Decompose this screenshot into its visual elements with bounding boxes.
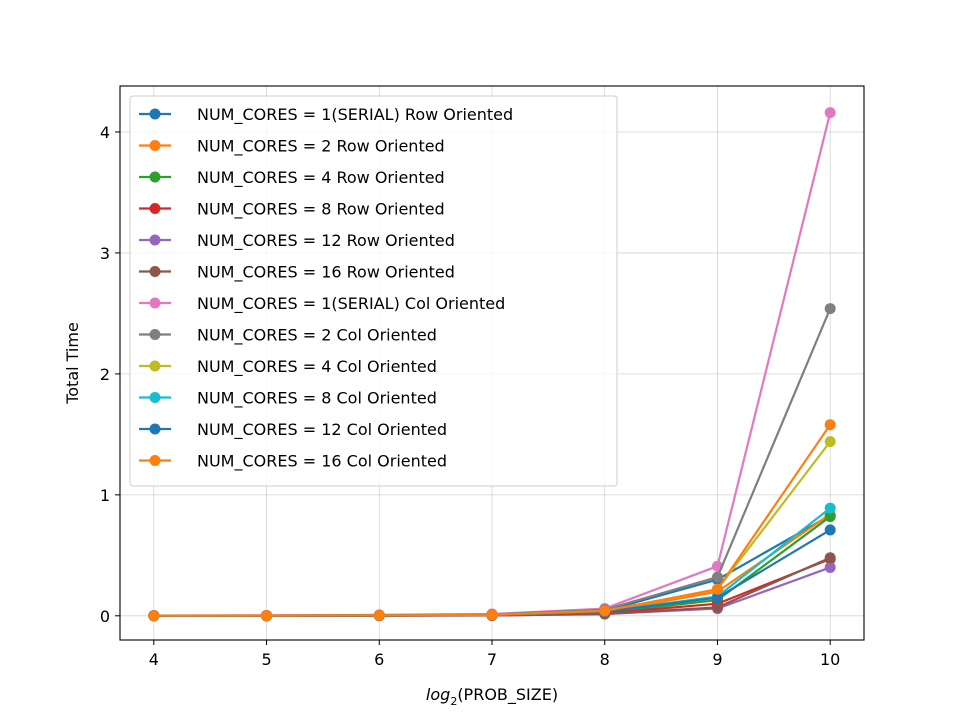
data-point [711,583,723,595]
data-point [711,571,723,583]
legend-marker [149,108,161,120]
data-point [711,592,723,604]
legend-label: NUM_CORES = 2 Row Oriented [197,137,445,157]
legend-marker [149,329,161,340]
x-tick-label: 5 [261,650,271,669]
data-point [824,303,836,315]
data-point [373,609,385,621]
legend-label: NUM_CORES = 8 Row Oriented [197,200,445,220]
y-axis-title: Total Time [63,322,82,405]
legend-item: NUM_CORES = 1(SERIAL) Col Oriented [139,294,505,314]
legend-item: NUM_CORES = 1(SERIAL) Row Oriented [139,105,513,125]
data-point [824,511,836,523]
legend-label: NUM_CORES = 1(SERIAL) Col Oriented [197,294,505,314]
legend-label: NUM_CORES = 16 Row Oriented [197,263,455,283]
legend-item: NUM_CORES = 16 Row Oriented [139,263,455,283]
legend-item: NUM_CORES = 8 Col Oriented [139,389,437,409]
x-tick-label: 4 [149,650,159,669]
legend-item: NUM_CORES = 12 Row Oriented [139,231,455,251]
x-tick-label: 8 [600,650,610,669]
y-tick-label: 3 [100,244,110,263]
y-tick-label: 0 [100,607,110,626]
legend-item: NUM_CORES = 2 Col Oriented [139,326,437,346]
legend-label: NUM_CORES = 8 Col Oriented [197,389,437,409]
data-point [486,609,498,621]
legend-marker [149,140,161,151]
legend-marker [149,360,161,372]
data-point [824,561,836,573]
x-tick-label: 9 [712,650,722,669]
legend-label: NUM_CORES = 12 Col Oriented [197,420,447,440]
legend-item: NUM_CORES = 16 Col Oriented [139,452,447,472]
legend-marker [149,392,161,403]
series-12 [148,419,836,622]
data-point [824,502,836,514]
legend-label: NUM_CORES = 2 Col Oriented [197,326,437,346]
legend: NUM_CORES = 1(SERIAL) Row Oriented NUM_CO… [129,95,618,487]
legend-marker [149,203,161,214]
legend-marker [149,234,161,246]
legend-label: NUM_CORES = 4 Col Oriented [197,357,437,377]
x-tick-label: 7 [487,650,497,669]
x-tick-label: 10 [820,650,840,669]
x-tick-label: 6 [374,650,384,669]
data-point [599,605,611,617]
legend-item: NUM_CORES = 4 Row Oriented [139,168,445,188]
legend-label: NUM_CORES = 16 Col Oriented [197,452,447,472]
y-tick-label: 4 [100,123,110,142]
x-axis-title-subscript: 2 [450,695,457,708]
legend-label: NUM_CORES = 1(SERIAL) Row Oriented [197,105,513,125]
legend-label: NUM_CORES = 12 Row Oriented [197,231,455,251]
legend-marker [149,297,161,309]
x-axis-title-log: log [426,685,450,704]
x-axis-title-rest: (PROB_SIZE) [457,685,558,705]
legend-frame [129,95,618,487]
axis-ticks: 4 5 6 7 8 9 10 0 1 2 3 4 [100,123,841,669]
legend-item: NUM_CORES = 8 Row Oriented [139,200,445,220]
x-axis-title: log2(PROB_SIZE) [426,685,558,708]
legend-item: NUM_CORES = 2 Row Oriented [139,137,445,157]
y-tick-label: 2 [100,365,110,384]
data-point [261,610,273,622]
data-point [824,436,836,448]
data-point [824,419,836,431]
legend-marker [149,266,161,277]
data-point [824,552,836,564]
legend-marker [149,423,161,435]
data-point [824,524,836,536]
legend-marker [149,171,161,183]
legend-marker [149,455,161,466]
y-tick-label: 1 [100,486,110,505]
legend-item: NUM_CORES = 4 Col Oriented [139,357,437,377]
legend-label: NUM_CORES = 4 Row Oriented [197,168,445,188]
data-point [824,107,836,119]
data-point [148,610,160,622]
series-layer [148,107,836,622]
legend-item: NUM_CORES = 12 Col Oriented [139,420,447,440]
data-point [711,601,723,613]
